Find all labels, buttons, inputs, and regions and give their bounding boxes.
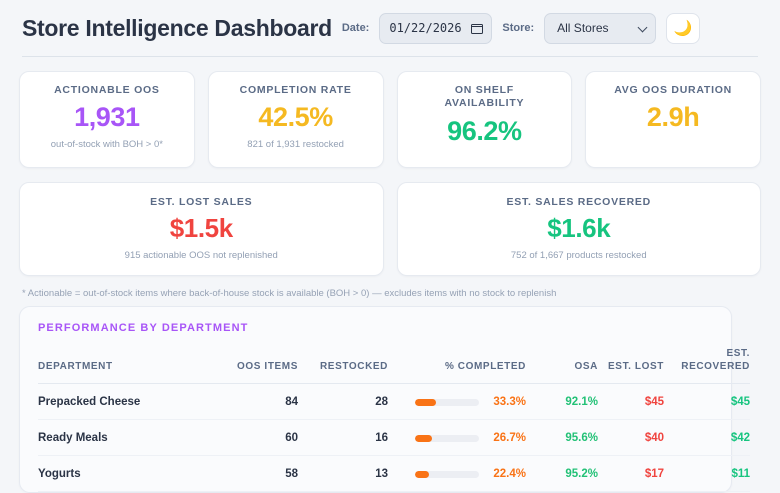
kpi-card-actionable-oos: ACTIONABLE OOS 1,931 out-of-stock with B… — [19, 71, 195, 168]
dark-mode-toggle-button[interactable]: 🌙 — [666, 12, 701, 44]
kpi-card-est-lost-sales: EST. LOST SALES $1.5k 915 actionable OOS… — [19, 182, 384, 277]
completion-progress-fill — [415, 470, 430, 478]
completion-progress-fill — [415, 398, 437, 406]
kpi-label: ACTIONABLE OOS — [54, 84, 160, 96]
kpi-value: 1,931 — [74, 102, 140, 133]
store-select-wrapper[interactable]: All Stores — [544, 12, 657, 44]
cell-est-recovered: $11 — [664, 455, 750, 493]
kpi-label: EST. LOST SALES — [150, 196, 253, 208]
cell-department: Ready Meals — [38, 419, 226, 457]
cell-pct-completed: 26.7% — [388, 419, 526, 457]
date-input[interactable]: 01/22/2026 — [379, 12, 493, 44]
cell-pct-completed: 33.3% — [388, 383, 526, 421]
cell-oos-items: 60 — [226, 419, 298, 457]
completion-percent-text: 33.3% — [493, 396, 526, 409]
header-divider — [22, 56, 758, 57]
kpi-value: $1.5k — [169, 213, 233, 244]
column-header-department[interactable]: DEPARTMENT — [38, 348, 226, 385]
cell-est-lost: $17 — [598, 455, 664, 493]
cell-department: Yogurts — [38, 455, 226, 493]
kpi-card-est-sales-recovered: EST. SALES RECOVERED $1.6k 752 of 1,667 … — [396, 182, 761, 277]
kpi-value: $1.6k — [547, 213, 611, 244]
completion-progress-bar — [415, 434, 479, 442]
column-header-pct-completed[interactable]: % COMPLETED — [388, 348, 526, 385]
store-label: Store: — [502, 22, 535, 34]
completion-progress-bar — [415, 398, 479, 406]
cell-restocked: 28 — [298, 383, 388, 421]
kpi-card-on-shelf-availability: ON SHELF AVAILABILITY 96.2% — [396, 71, 573, 168]
cell-osa: 95.2% — [526, 455, 598, 493]
cell-oos-items: 58 — [226, 455, 298, 493]
cell-restocked: 13 — [298, 455, 388, 493]
kpi-card-completion-rate: COMPLETION RATE 42.5% 821 of 1,931 resto… — [207, 71, 384, 168]
kpi-card-avg-oos-duration: AVG OOS DURATION 2.9h — [585, 71, 761, 168]
column-header-est-lost[interactable]: EST. LOST — [598, 348, 664, 385]
kpi-row-financial: EST. LOST SALES $1.5k 915 actionable OOS… — [16, 182, 764, 277]
kpi-label: COMPLETION RATE — [239, 84, 352, 96]
cell-est-lost: $45 — [598, 383, 664, 421]
kpi-value: 42.5% — [258, 102, 333, 133]
cell-department: Prepacked Cheese — [38, 383, 226, 421]
dashboard-header: Store Intelligence Dashboard Date: 01/22… — [16, 0, 764, 56]
store-select[interactable]: All Stores — [544, 12, 657, 44]
kpi-value: 96.2% — [447, 115, 522, 146]
cell-restocked: 16 — [298, 419, 388, 457]
kpi-subtext: 821 of 1,931 restocked — [247, 138, 344, 150]
completion-percent-text: 22.4% — [493, 468, 526, 481]
performance-by-department-panel: PERFORMANCE BY DEPARTMENT DEPARTMENT OOS… — [19, 306, 750, 493]
completion-percent-text: 26.7% — [493, 432, 526, 445]
column-header-osa[interactable]: OSA — [526, 348, 598, 385]
column-header-est-recovered[interactable]: EST. RECOVERED — [664, 348, 750, 385]
date-label: Date: — [341, 22, 370, 34]
cell-osa: 95.6% — [526, 419, 598, 457]
kpi-label: EST. SALES RECOVERED — [506, 196, 652, 208]
kpi-value: 2.9h — [646, 102, 700, 133]
cell-est-recovered: $42 — [664, 419, 750, 457]
cell-pct-completed: 22.4% — [388, 455, 526, 493]
moon-icon: 🌙 — [673, 19, 693, 37]
table-head: DEPARTMENT OOS ITEMS RESTOCKED % COMPLET… — [38, 348, 750, 385]
cell-oos-items: 84 — [226, 383, 298, 421]
panel-title: PERFORMANCE BY DEPARTMENT — [38, 322, 249, 335]
cell-est-recovered: $45 — [664, 383, 750, 421]
table-row[interactable]: Yogurts 58 13 22.4% 95.2% $17 $11 — [38, 455, 750, 493]
calendar-icon[interactable] — [471, 22, 484, 34]
column-header-restocked[interactable]: RESTOCKED — [298, 348, 388, 385]
kpi-subtext: 752 of 1,667 products restocked — [510, 249, 647, 261]
column-header-oos-items[interactable]: OOS ITEMS — [226, 348, 298, 385]
kpi-row-primary: ACTIONABLE OOS 1,931 out-of-stock with B… — [16, 71, 764, 168]
actionable-definition-footnote: * Actionable = out-of-stock items where … — [22, 288, 557, 300]
kpi-subtext: 915 actionable OOS not replenished — [124, 249, 278, 261]
kpi-subtext: out-of-stock with BOH > 0* — [50, 138, 163, 150]
completion-progress-bar — [415, 470, 479, 478]
completion-progress-fill — [415, 434, 433, 442]
table-body: Prepacked Cheese 84 28 33.3% 92.1% $45 $… — [38, 383, 750, 493]
kpi-label: AVG OOS DURATION — [614, 84, 733, 96]
table-row[interactable]: Prepacked Cheese 84 28 33.3% 92.1% $45 $… — [38, 383, 750, 421]
cell-osa: 92.1% — [526, 383, 598, 421]
cell-est-lost: $40 — [598, 419, 664, 457]
department-performance-table: DEPARTMENT OOS ITEMS RESTOCKED % COMPLET… — [38, 348, 750, 493]
kpi-label: ON SHELF AVAILABILITY — [444, 84, 525, 110]
date-value: 01/22/2026 — [389, 21, 462, 35]
table-row[interactable]: Ready Meals 60 16 26.7% 95.6% $40 $42 — [38, 419, 750, 457]
table-header-row: DEPARTMENT OOS ITEMS RESTOCKED % COMPLET… — [38, 348, 750, 385]
page-title: Store Intelligence Dashboard — [22, 14, 332, 41]
